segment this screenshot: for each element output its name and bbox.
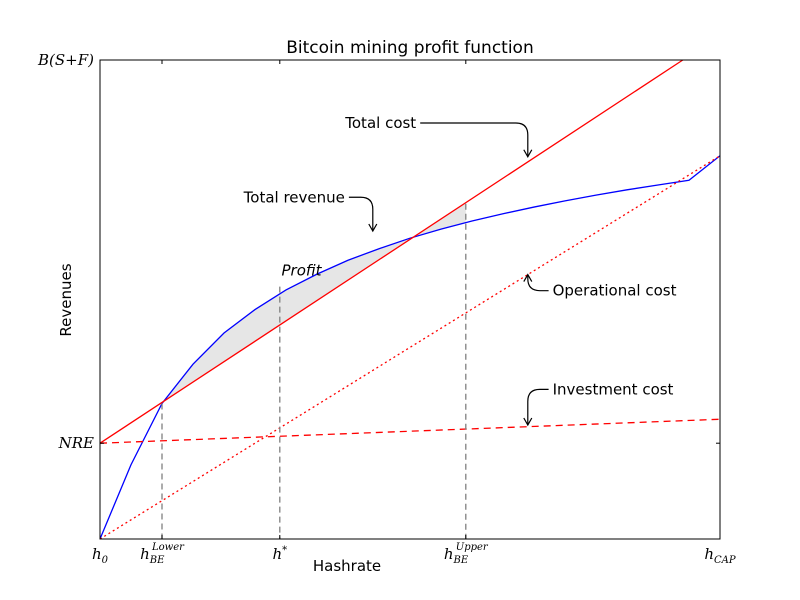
chart-title: Bitcoin mining profit function xyxy=(286,38,533,58)
annotation-arrowhead-0 xyxy=(523,149,533,158)
y-tick-label-0: NRE xyxy=(58,434,94,452)
annotation-arrow-0 xyxy=(420,122,529,157)
x-tick-label-2: h* xyxy=(272,545,287,563)
x-tick-label-0: h0 xyxy=(92,545,109,566)
investment-cost-line xyxy=(99,418,721,444)
annotation-arrowhead-2 xyxy=(523,273,533,282)
annotation-label-2: Operational cost xyxy=(553,282,677,300)
annotation-label-3: Investment cost xyxy=(553,380,674,398)
annotation-arrow-3 xyxy=(527,388,549,425)
x-tick-label-1: hBELower xyxy=(140,542,185,566)
annotation-label-1: Total revenue xyxy=(243,188,345,206)
y-tick-label-1: B(S+F) xyxy=(37,51,94,69)
y-axis-label: Revenues xyxy=(57,263,75,336)
x-tick-label-4: hCAP xyxy=(704,545,736,566)
annotation-arrowhead-3 xyxy=(523,417,533,427)
total-revenue-line xyxy=(99,155,721,540)
annotation-layer: Total cost Total revenue Operational cost I… xyxy=(243,114,677,427)
annotation-arrow-2 xyxy=(527,274,549,292)
series-layer xyxy=(99,59,721,540)
marker-layer xyxy=(161,203,467,539)
annotation-label-0: Total cost xyxy=(344,114,416,132)
x-tick-label-3: hBEUpper xyxy=(444,542,489,566)
x-axis-label: Hashrate xyxy=(313,557,381,575)
plot-frame xyxy=(99,59,721,540)
profit-label: Profit xyxy=(282,262,323,280)
annotation-arrowhead-1 xyxy=(368,223,378,233)
annotation-arrow-1 xyxy=(348,196,374,232)
axes-layer: h0 hBELower h* hBEUpper hCAP NRE B(S+F) xyxy=(37,51,736,566)
operational-cost-line xyxy=(99,155,721,540)
total-cost-line xyxy=(99,59,684,444)
